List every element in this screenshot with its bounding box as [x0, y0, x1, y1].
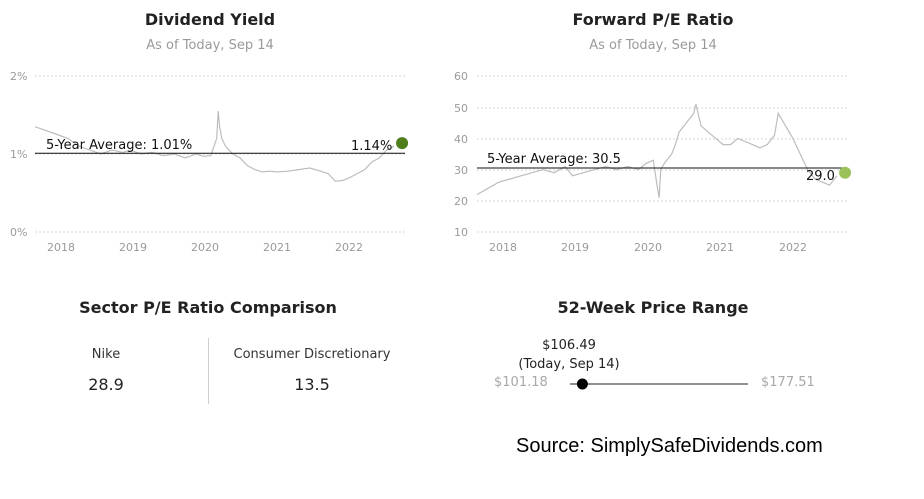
current-price-date: (Today, Sep 14) — [518, 357, 620, 372]
pe-last-value-label: 29.0 — [806, 169, 835, 184]
dividend-ytick-1: 1% — [10, 148, 27, 161]
pe-ytick-20: 20 — [454, 195, 468, 208]
pe-xtick-2019: 2019 — [561, 241, 589, 254]
dividend-average-label: 5-Year Average: 1.01% — [46, 138, 192, 153]
pe-last-point — [839, 166, 852, 179]
dividend-yield-line — [34, 111, 395, 182]
sector-comparison-title: Sector P/E Ratio Comparison — [79, 298, 337, 317]
dividend-xtick-2022: 2022 — [335, 241, 363, 254]
price-range-low: $101.18 — [494, 375, 548, 390]
dividend-last-point — [396, 137, 409, 150]
pe-chart: 60 50 40 30 20 10 5-Year Average: 30.5 2… — [454, 70, 852, 254]
pe-xtick-2020: 2020 — [634, 241, 662, 254]
pe-ytick-60: 60 — [454, 70, 468, 83]
dividend-last-value-label: 1.14% — [351, 139, 392, 154]
price-range-track — [570, 378, 748, 390]
pe-ytick-40: 40 — [454, 133, 468, 146]
dividend-ytick-0: 0% — [10, 226, 27, 239]
pe-grid — [477, 75, 848, 233]
sector-left-name: Nike — [91, 347, 121, 362]
current-price-marker — [576, 378, 588, 390]
pe-chart-subtitle: As of Today, Sep 14 — [589, 38, 717, 53]
pe-chart-title: Forward P/E Ratio — [572, 10, 734, 29]
pe-ytick-30: 30 — [454, 164, 468, 177]
sector-divider — [208, 338, 209, 404]
source-credit: Source: SimplySafeDividends.com — [516, 435, 823, 457]
dividend-xtick-2021: 2021 — [263, 241, 291, 254]
sector-right-name: Consumer Discretionary — [233, 347, 391, 362]
sector-right-value: 13.5 — [294, 375, 330, 394]
pe-average-label: 5-Year Average: 30.5 — [487, 152, 621, 167]
dividend-xtick-2019: 2019 — [119, 241, 147, 254]
dividend-chart: 2% 1% 0% 5-Year Average: 1.01% 1.14% 201… — [10, 70, 409, 254]
dividend-chart-title: Dividend Yield — [144, 10, 276, 29]
dividend-xtick-2020: 2020 — [191, 241, 219, 254]
pe-ytick-10: 10 — [454, 226, 468, 239]
dividend-xtick-2018: 2018 — [47, 241, 75, 254]
current-price-label: $106.49 — [542, 338, 596, 353]
pe-ytick-50: 50 — [454, 102, 468, 115]
dividend-chart-subtitle: As of Today, Sep 14 — [146, 38, 274, 53]
price-range-high: $177.51 — [761, 375, 815, 390]
dividend-grid — [35, 75, 405, 233]
pe-ratio-line — [476, 103, 838, 198]
pe-xtick-2018: 2018 — [489, 241, 517, 254]
dividend-ytick-2: 2% — [10, 70, 27, 83]
pe-xtick-2022: 2022 — [779, 241, 807, 254]
price-range-title: 52-Week Price Range — [557, 298, 749, 317]
sector-left-value: 28.9 — [88, 375, 124, 394]
pe-xtick-2021: 2021 — [706, 241, 734, 254]
